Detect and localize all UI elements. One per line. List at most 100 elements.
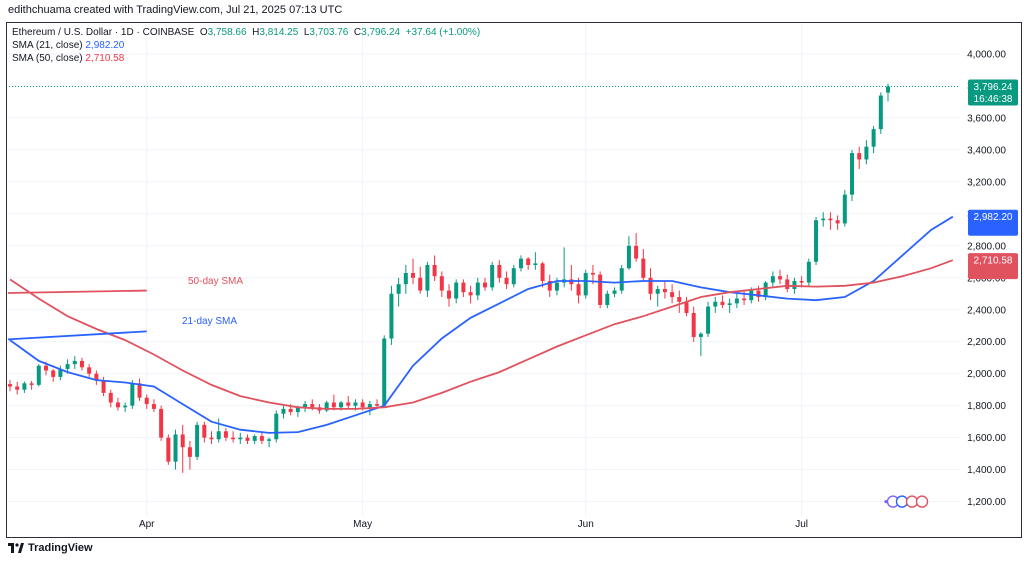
sma-lines [9,215,954,434]
candle-body [605,293,610,305]
low-label: L [303,27,310,38]
candle-up [72,356,77,369]
candle-body [166,437,171,462]
candle-down [94,370,99,385]
candle-down [576,277,581,304]
candle-down [468,285,473,304]
candle-body [389,293,394,339]
candle-down [720,295,725,309]
candle-up [252,434,257,445]
sma50-tag-value: 2,710.58 [974,256,1013,267]
candle-down [504,271,509,289]
candle-down [461,279,466,297]
symbol-label: Ethereum / U.S. Dollar · 1D · COINBASE [12,27,195,38]
y-tick-label: 1,400.00 [967,465,1006,476]
event-marker-dot [884,500,888,504]
candle-down [684,296,689,317]
candle-down [15,381,20,395]
candle-down [634,233,639,262]
candle-body [159,408,164,438]
candle-body [396,284,401,294]
candle-up [655,285,660,307]
candle-down [331,394,336,411]
candle-body [785,279,790,289]
candle-body [619,268,624,291]
candle-body [137,383,142,398]
candle-body [648,277,653,294]
candle-body [223,431,228,438]
candle-body [303,404,308,408]
candle-body [670,292,675,297]
sma21-line [9,215,954,434]
candle-body [151,404,156,409]
candle-body [252,436,257,441]
candle-body [382,338,387,406]
candle-up [324,400,329,413]
candle-body [29,383,34,385]
candle-up [619,265,624,294]
x-tick-label: Apr [139,519,155,530]
candle-body [770,276,775,283]
candle-body [727,303,732,305]
candle-up [605,290,610,309]
candle-down [785,274,790,293]
y-tick-label: 2,200.00 [967,337,1006,348]
candle-down [137,378,142,401]
candle-body [331,402,336,408]
candle-body [346,402,351,406]
last-price-tag-bg [968,79,1018,106]
candle-up [698,332,703,357]
candle-down [598,271,603,309]
candle-down [159,405,164,441]
sma50-line [9,259,954,410]
candle-body [864,146,869,160]
tradingview-logo[interactable]: TradingView [8,542,93,554]
sma21-row[interactable]: SMA (21, close) 2,982.20 [12,39,480,52]
candle-body [202,424,207,438]
candle-up [389,285,394,345]
candle-up [382,335,387,408]
candle-body [94,373,99,381]
candle-up [490,261,495,291]
candle-up [425,261,430,297]
candle-body [598,274,603,305]
candle-up [821,212,826,227]
y-tick-label: 2,000.00 [967,369,1006,380]
candle-up [713,296,718,313]
candle-body [540,263,545,281]
candle-body [123,405,128,408]
candle-body [590,272,595,275]
candle-body [634,245,639,259]
candle-body [411,272,416,278]
candle-down [151,399,156,413]
y-tick-label: 1,800.00 [967,401,1006,412]
sma21-label: SMA (21, close) [12,40,83,51]
candle-body [65,364,70,369]
sma21-tag: 2,982.20 [968,209,1018,236]
sma50-label: SMA (50, close) [12,53,83,64]
candle-body [310,404,315,408]
candle-body [799,280,804,283]
candle-body [353,402,358,406]
candle-body [367,404,372,408]
open-label: O [199,27,208,38]
candle-up [22,381,27,393]
candle-body [511,268,516,285]
candle-body [547,280,552,291]
sma50-row[interactable]: SMA (50, close) 2,710.58 [12,52,480,65]
candle-up [871,125,876,154]
candle-body [828,218,833,221]
candle-body [447,290,451,299]
candle-up [727,298,732,313]
candle-down [51,368,56,382]
candle-up [238,432,243,445]
candle-body [554,282,559,291]
candle-body [835,220,840,224]
candle-down [857,146,862,170]
candle-up [274,410,279,443]
candle-body [684,301,689,313]
last-price-tag-countdown: 16:46:38 [974,94,1013,105]
candle-up [303,400,308,413]
candle-down [187,440,192,470]
